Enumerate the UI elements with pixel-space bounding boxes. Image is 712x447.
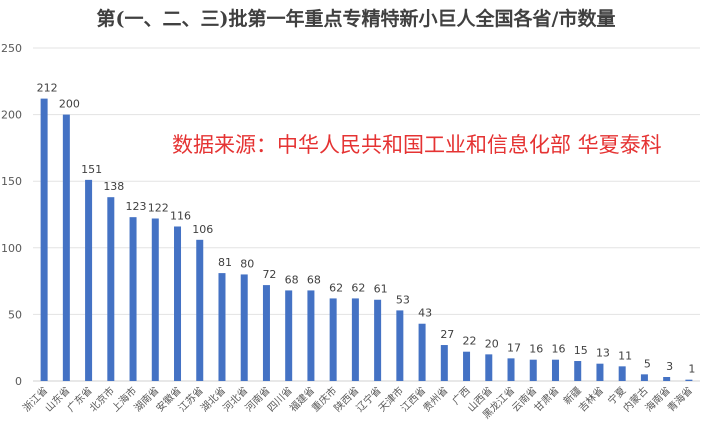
data-label: 212 (37, 82, 58, 95)
y-tick-label: 150 (1, 175, 22, 188)
data-label: 15 (574, 344, 588, 357)
data-label: 16 (529, 343, 543, 356)
data-label: 5 (644, 357, 651, 370)
data-label: 11 (618, 349, 632, 362)
bar (196, 239, 204, 381)
data-label: 62 (351, 281, 365, 294)
bar (529, 359, 537, 381)
data-source-annotation: 数据来源：中华人民共和国工业和信息化部 华夏泰科 (172, 133, 662, 157)
bar (663, 377, 671, 381)
y-tick-label: 50 (8, 308, 22, 321)
bar (374, 299, 382, 381)
bar (285, 290, 293, 381)
bar (463, 351, 471, 381)
bar (85, 179, 93, 381)
x-category-label: 吉林省 (576, 384, 606, 414)
data-label: 61 (374, 283, 388, 296)
bar (685, 379, 693, 381)
data-label: 27 (440, 328, 454, 341)
data-label: 123 (126, 200, 147, 213)
data-label: 151 (81, 163, 102, 176)
bar (640, 374, 648, 381)
data-label: 138 (103, 180, 124, 193)
data-label: 43 (418, 307, 432, 320)
y-tick-label: 100 (1, 242, 22, 255)
bar (262, 285, 270, 381)
bar (218, 273, 226, 381)
bar (418, 323, 426, 381)
x-category-label: 甘肃省 (531, 384, 561, 414)
chart-title: 第(一、二、三)批第一年重点专精特新小巨人全国各省/市数量 (96, 8, 616, 30)
bar (396, 310, 404, 381)
bar (440, 345, 448, 381)
data-label: 122 (148, 201, 169, 214)
data-label: 3 (666, 360, 673, 373)
bar (151, 218, 159, 381)
bar (40, 98, 48, 381)
data-label: 13 (596, 347, 610, 360)
data-label: 62 (329, 281, 343, 294)
bar (596, 363, 604, 381)
bar (107, 197, 115, 381)
y-tick-label: 0 (15, 375, 22, 388)
data-label: 1 (688, 363, 695, 376)
bar (351, 298, 359, 381)
y-tick-label: 250 (1, 42, 22, 55)
data-label: 72 (262, 268, 276, 281)
bar (485, 354, 493, 381)
data-label: 81 (218, 256, 232, 269)
bar (507, 358, 515, 381)
bar (62, 114, 70, 381)
bar (574, 361, 582, 381)
data-label: 17 (507, 341, 521, 354)
data-label: 68 (285, 273, 299, 286)
y-tick-label: 200 (1, 109, 22, 122)
bar (618, 366, 626, 381)
data-label: 80 (240, 257, 254, 270)
data-label: 16 (551, 343, 565, 356)
bar (307, 290, 315, 381)
x-category-label: 贵州省 (420, 384, 450, 414)
data-label: 20 (485, 337, 499, 350)
data-label: 200 (59, 98, 80, 111)
data-label: 53 (396, 293, 410, 306)
bar (129, 217, 137, 381)
bar (329, 298, 337, 381)
bar (174, 226, 182, 381)
bar (240, 274, 248, 381)
x-category-label: 青海省 (665, 384, 695, 414)
data-label: 68 (307, 273, 321, 286)
data-label: 106 (192, 223, 213, 236)
bar (551, 359, 559, 381)
data-label: 116 (170, 209, 191, 222)
data-label: 22 (463, 335, 477, 348)
